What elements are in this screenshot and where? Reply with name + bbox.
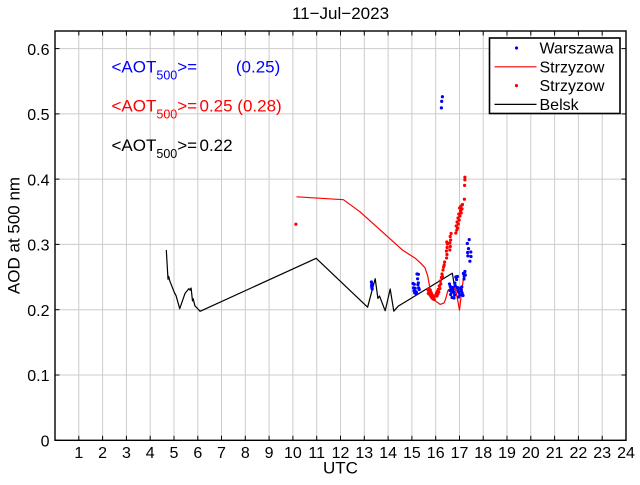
svg-text:24: 24 (617, 445, 635, 462)
svg-text:15: 15 (403, 445, 421, 462)
svg-text:(0.25): (0.25) (236, 58, 280, 77)
svg-text:12: 12 (332, 445, 350, 462)
svg-text:11: 11 (308, 445, 325, 462)
svg-text:14: 14 (379, 445, 397, 462)
svg-text:0: 0 (41, 434, 50, 451)
svg-text:0.25 (0.28): 0.25 (0.28) (200, 96, 282, 115)
svg-text:17: 17 (451, 445, 469, 462)
svg-text:18: 18 (474, 445, 492, 462)
svg-text:2: 2 (98, 445, 107, 462)
svg-text:6: 6 (193, 445, 202, 462)
svg-text:11−Jul−2023: 11−Jul−2023 (292, 4, 389, 23)
svg-text:9: 9 (265, 445, 274, 462)
svg-text:4: 4 (146, 445, 155, 462)
svg-text:10: 10 (284, 445, 302, 462)
svg-text:Strzyzow: Strzyzow (540, 59, 605, 76)
svg-text:21: 21 (546, 445, 564, 462)
svg-text:19: 19 (498, 445, 516, 462)
svg-text:13: 13 (355, 445, 373, 462)
svg-text:0.22: 0.22 (200, 136, 233, 155)
svg-text:16: 16 (427, 445, 445, 462)
svg-text:1: 1 (74, 445, 83, 462)
svg-text:20: 20 (522, 445, 540, 462)
svg-text:8: 8 (241, 445, 250, 462)
svg-text:0.3: 0.3 (27, 238, 49, 255)
svg-text:22: 22 (570, 445, 588, 462)
svg-text:0.1: 0.1 (27, 368, 49, 385)
svg-text:23: 23 (593, 445, 611, 462)
svg-text:Warszawa: Warszawa (540, 41, 614, 58)
svg-text:7: 7 (217, 445, 226, 462)
svg-text:3: 3 (122, 445, 131, 462)
svg-text:0.4: 0.4 (27, 172, 49, 189)
svg-text:UTC: UTC (323, 459, 358, 478)
svg-text:<AOT500>=: <AOT500>= (112, 96, 198, 121)
svg-text:AOD at 500 nm: AOD at 500 nm (5, 177, 24, 294)
svg-text:0.5: 0.5 (27, 107, 49, 124)
svg-text:<AOT500>=: <AOT500>= (112, 136, 198, 161)
svg-text:0.2: 0.2 (27, 303, 49, 320)
svg-text:0.6: 0.6 (27, 42, 49, 59)
svg-text:Belsk: Belsk (540, 97, 580, 114)
svg-text:<AOT500>=: <AOT500>= (112, 58, 198, 83)
svg-text:Strzyzow: Strzyzow (540, 78, 605, 95)
svg-text:5: 5 (170, 445, 179, 462)
